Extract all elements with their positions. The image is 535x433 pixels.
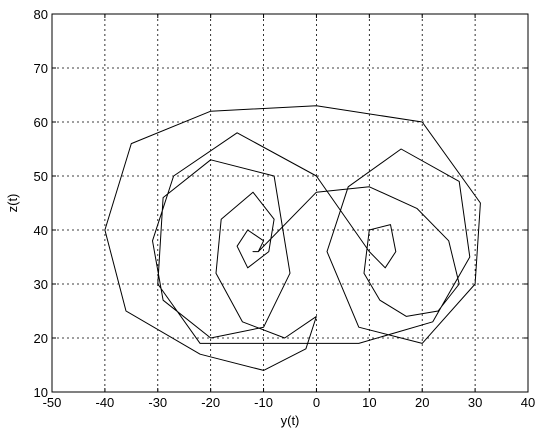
x-tick-label: 40 — [521, 395, 535, 410]
trajectory-series — [104, 105, 481, 371]
y-tick-label: 60 — [34, 115, 48, 130]
y-tick-label: 20 — [34, 331, 48, 346]
y-tick-label: 70 — [34, 61, 48, 76]
plot-area — [52, 14, 528, 392]
x-tick-label: -50 — [43, 395, 62, 410]
y-tick-label: 40 — [34, 223, 48, 238]
x-tick-label: 30 — [468, 395, 482, 410]
x-tick-label: -30 — [148, 395, 167, 410]
y-axis-label: z(t) — [5, 194, 20, 213]
x-tick-label: 0 — [313, 395, 320, 410]
x-tick-label: 20 — [415, 395, 429, 410]
y-tick-label: 10 — [34, 385, 48, 400]
series-line — [104, 105, 481, 371]
y-tick-label: 50 — [34, 169, 48, 184]
x-tick-label: -20 — [201, 395, 220, 410]
x-tick-label: -10 — [254, 395, 273, 410]
y-tick-label: 30 — [34, 277, 48, 292]
y-tick-label: 80 — [34, 7, 48, 22]
x-tick-label: -40 — [95, 395, 114, 410]
x-tick-label: 10 — [362, 395, 376, 410]
axes-frame — [51, 13, 529, 393]
x-axis-label: y(t) — [281, 413, 300, 428]
axis-ticks: -50 -40 -30 -20 -10 0 10 20 30 40 10 20 30 40 50 60 70 80 — [34, 7, 535, 410]
